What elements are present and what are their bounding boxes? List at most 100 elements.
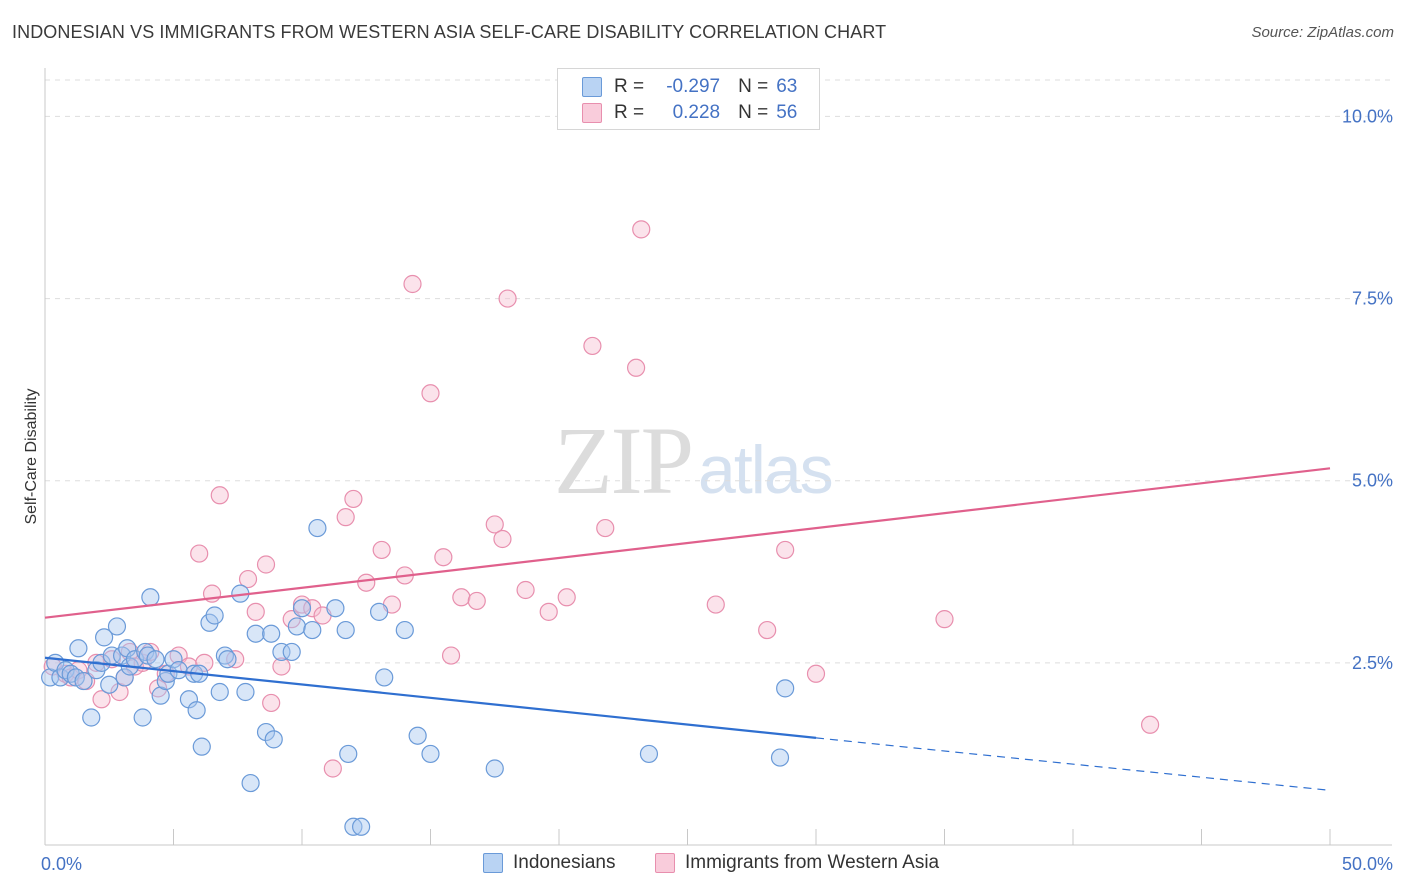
indonesians-point xyxy=(115,668,134,687)
series-legend: Indonesians Immigrants from Western Asia xyxy=(0,852,1406,878)
y-tick-label: 7.5% xyxy=(1352,289,1393,309)
western-asia-point xyxy=(190,544,209,563)
western-asia-point xyxy=(256,555,276,574)
indonesians-point xyxy=(146,650,165,669)
n-label: N = xyxy=(738,76,769,97)
western-asia-point xyxy=(262,693,281,713)
western-asia-point xyxy=(452,588,471,607)
indonesians-trend-line xyxy=(44,656,817,739)
indonesians-point xyxy=(292,599,312,618)
western-asia-point xyxy=(706,595,725,614)
n-label: N = xyxy=(738,102,769,123)
indonesians-point xyxy=(236,682,255,702)
western-asia-point xyxy=(434,548,453,567)
x-tick-label: 50.0% xyxy=(1342,854,1393,874)
legend-label: Indonesians xyxy=(513,852,616,873)
indonesians-point xyxy=(370,602,389,621)
n-value: 63 xyxy=(776,76,798,97)
western-asia-point xyxy=(596,518,615,538)
indonesians-point xyxy=(326,599,345,618)
western-asia-point xyxy=(246,602,265,621)
indonesians-point xyxy=(264,730,283,749)
indonesians-point xyxy=(272,642,291,662)
western-asia-point xyxy=(516,580,535,600)
western-asia-point xyxy=(323,759,342,778)
r-label: R = xyxy=(614,76,645,97)
western-asia-point xyxy=(467,591,486,611)
legend-row-indonesians: R = -0.297 N = 63 xyxy=(582,75,797,99)
western-asia-point xyxy=(632,220,651,239)
western-asia-point xyxy=(148,679,168,698)
western-asia-point xyxy=(441,646,461,665)
r-value: 0.228 xyxy=(672,102,721,123)
indonesians-point xyxy=(241,773,260,793)
indonesians-point xyxy=(485,759,504,778)
indonesians-trend-extension xyxy=(815,737,1331,791)
western-asia-point xyxy=(210,486,229,505)
indonesians-point xyxy=(246,624,265,643)
indonesians-point xyxy=(375,668,394,687)
western-asia-point xyxy=(421,384,440,403)
indonesians-point xyxy=(95,628,114,647)
western-asia-point xyxy=(557,588,576,607)
indonesians-point xyxy=(74,671,93,691)
legend-item-western-asia[interactable]: Immigrants from Western Asia xyxy=(655,852,939,874)
western-asia-point xyxy=(539,602,558,621)
western-asia-point xyxy=(1140,715,1160,734)
western-asia-point xyxy=(357,573,376,592)
western-asia-point xyxy=(583,336,602,356)
indonesians-point xyxy=(287,617,306,636)
swatch-western-asia xyxy=(655,853,675,873)
indonesians-point xyxy=(205,606,224,625)
western-asia-point xyxy=(758,620,777,640)
indonesians-point xyxy=(107,617,127,636)
western-asia-point xyxy=(336,508,355,527)
legend-row-western-asia: R = 0.228 N = 56 xyxy=(582,101,797,125)
source-label: Source: ZipAtlas.com xyxy=(1251,24,1394,41)
indonesians-point xyxy=(187,701,206,720)
indonesians-point xyxy=(192,737,211,756)
indonesians-point xyxy=(141,588,160,607)
indonesians-point xyxy=(210,682,229,702)
indonesians-point xyxy=(352,817,371,836)
legend-item-indonesians[interactable]: Indonesians xyxy=(483,852,615,874)
indonesians-point xyxy=(339,744,358,764)
indonesians-point xyxy=(100,675,119,694)
indonesians-point xyxy=(262,624,281,643)
indonesians-point xyxy=(639,744,659,764)
western-asia-point xyxy=(372,540,391,560)
r-label: R = xyxy=(614,102,645,123)
y-tick-label: 5.0% xyxy=(1352,471,1393,491)
indonesians-point xyxy=(256,722,276,742)
western-asia-point xyxy=(935,610,954,629)
western-asia-point xyxy=(806,664,826,683)
indonesians-point xyxy=(303,620,322,640)
indonesians-point xyxy=(164,650,183,669)
chart-title: INDONESIAN VS IMMIGRANTS FROM WESTERN AS… xyxy=(12,22,887,42)
western-asia-point xyxy=(92,690,111,709)
x-tick-label: 0.0% xyxy=(41,854,82,874)
indonesians-point xyxy=(336,620,355,640)
indonesians-point xyxy=(82,708,101,727)
western-asia-point xyxy=(498,289,517,308)
western-asia-point xyxy=(403,274,422,294)
indonesians-point xyxy=(770,748,790,767)
indonesians-point xyxy=(282,642,301,662)
correlation-legend: R = -0.297 N = 63 R = 0.228 N = 56 xyxy=(557,68,820,130)
n-value: 56 xyxy=(776,102,798,123)
swatch-indonesians xyxy=(582,77,602,97)
western-asia-trend-line xyxy=(44,467,1331,619)
western-asia-point xyxy=(493,529,512,549)
y-axis-label: Self-Care Disability xyxy=(23,388,40,524)
western-asia-point xyxy=(344,489,363,509)
indonesians-point xyxy=(156,671,175,691)
western-asia-point xyxy=(226,650,245,669)
western-asia-point xyxy=(238,569,258,589)
swatch-indonesians xyxy=(483,853,503,873)
western-asia-point xyxy=(303,599,322,618)
swatch-western-asia xyxy=(582,103,602,123)
indonesians-point xyxy=(421,744,440,764)
r-value: -0.297 xyxy=(666,76,721,97)
western-asia-point xyxy=(485,515,504,534)
